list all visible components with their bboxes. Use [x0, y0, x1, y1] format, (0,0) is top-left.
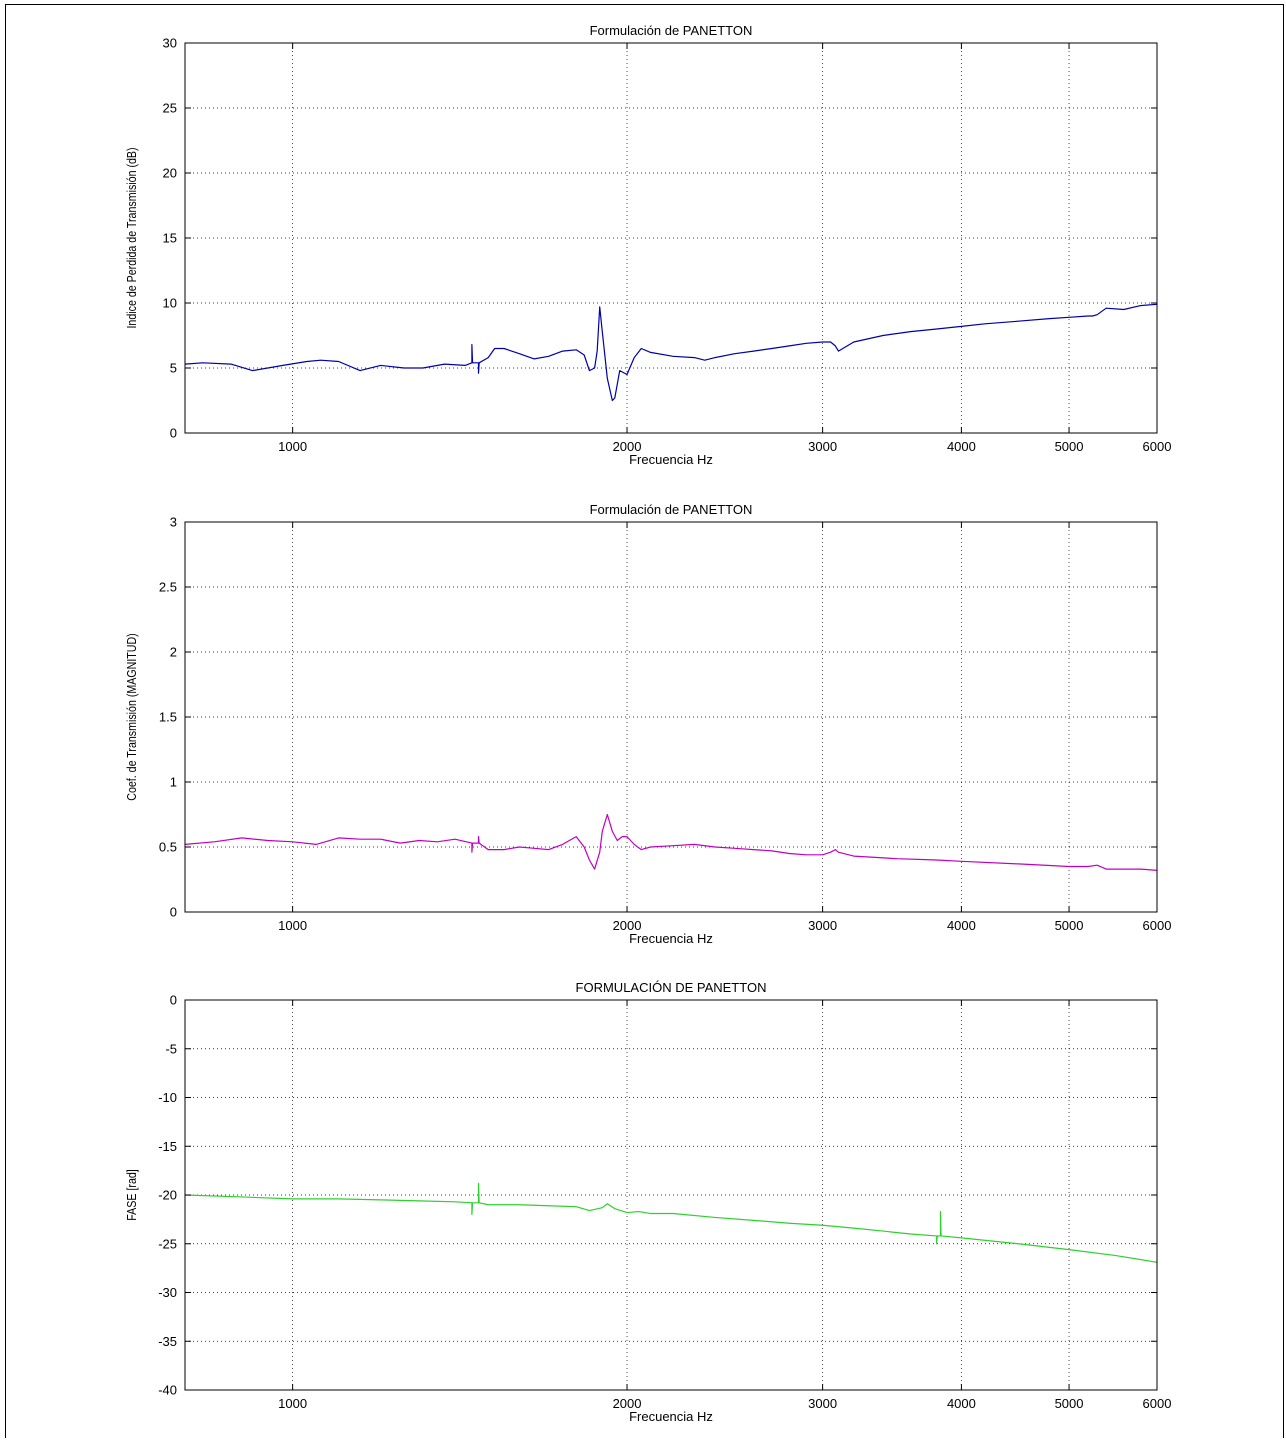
series-line	[184, 1182, 1158, 1263]
y-tick-label: 1.5	[159, 710, 177, 725]
x-tick-label: 5000	[1055, 439, 1084, 454]
chart-1: 1000 2000 3000 4000 5000 6000 0 5 10 15 20 25 30 Form…	[124, 23, 1171, 467]
chart-title: FORMULACIÓN DE PANETTON	[576, 980, 767, 995]
series-line	[184, 303, 1158, 402]
series-line	[184, 813, 1158, 871]
x-tick-label: 2000	[613, 439, 642, 454]
y-tick-label: -40	[158, 1383, 177, 1398]
y-tick-label: -15	[158, 1139, 177, 1154]
y-tick-label: 0	[170, 426, 177, 441]
figure-frame	[5, 4, 1284, 1438]
x-tick-label: 4000	[947, 1396, 976, 1411]
plot-area	[185, 522, 1157, 912]
x-tick-label: 1000	[278, 439, 307, 454]
y-tick-label: -20	[158, 1188, 177, 1203]
y-tick-label: 0	[170, 993, 177, 1008]
x-tick-label: 2000	[613, 1396, 642, 1411]
x-axis-label: Frecuencia Hz	[629, 931, 713, 946]
y-tick-label: 30	[163, 36, 177, 51]
chart-2: 1000 2000 3000 4000 5000 6000 0 0.5 1 1.5 2 2.5 3 For…	[124, 502, 1171, 946]
y-tick-label: 10	[163, 296, 177, 311]
y-axis-label: Indice de Perdida de Transmisión (dB)	[124, 147, 139, 328]
y-tick-label: 3	[170, 515, 177, 530]
x-tick-label: 2000	[613, 918, 642, 933]
x-tick-label: 1000	[278, 918, 307, 933]
x-tick-label: 3000	[808, 1396, 837, 1411]
x-tick-label: 5000	[1055, 918, 1084, 933]
y-tick-label: 5	[170, 361, 177, 376]
y-tick-label: 1	[170, 775, 177, 790]
x-tick-label: 6000	[1143, 1396, 1172, 1411]
x-tick-label: 3000	[808, 918, 837, 933]
x-tick-label: 3000	[808, 439, 837, 454]
y-tick-label: -25	[158, 1236, 177, 1251]
x-tick-label: 6000	[1143, 439, 1172, 454]
y-axis-label: Coef. de Transmisión (MAGNITUD)	[124, 633, 139, 800]
y-tick-label: 2.5	[159, 580, 177, 595]
y-tick-label: -5	[165, 1041, 177, 1056]
y-tick-label: 0.5	[159, 840, 177, 855]
chart-3: 1000 2000 3000 4000 5000 6000 -40 -35 -30 -25 -20 -…	[124, 980, 1171, 1424]
plot-area	[185, 43, 1157, 433]
chart-title: Formulación de PANETTON	[590, 23, 753, 38]
chart-title: Formulación de PANETTON	[590, 502, 753, 517]
y-tick-label: 15	[163, 231, 177, 246]
x-tick-label: 1000	[278, 1396, 307, 1411]
plot-area	[185, 1000, 1157, 1390]
x-tick-label: 4000	[947, 918, 976, 933]
x-tick-label: 5000	[1055, 1396, 1084, 1411]
y-tick-label: 20	[163, 166, 177, 181]
y-tick-label: 0	[170, 905, 177, 920]
y-tick-label: -30	[158, 1285, 177, 1300]
x-axis-label: Frecuencia Hz	[629, 452, 713, 467]
y-axis-label: FASE [rad]	[124, 1169, 139, 1220]
y-tick-label: 2	[170, 645, 177, 660]
y-tick-label: 25	[163, 101, 177, 116]
x-axis-label: Frecuencia Hz	[629, 1409, 713, 1424]
y-tick-label: -10	[158, 1090, 177, 1105]
x-tick-label: 4000	[947, 439, 976, 454]
x-tick-label: 6000	[1143, 918, 1172, 933]
y-tick-label: -35	[158, 1334, 177, 1349]
